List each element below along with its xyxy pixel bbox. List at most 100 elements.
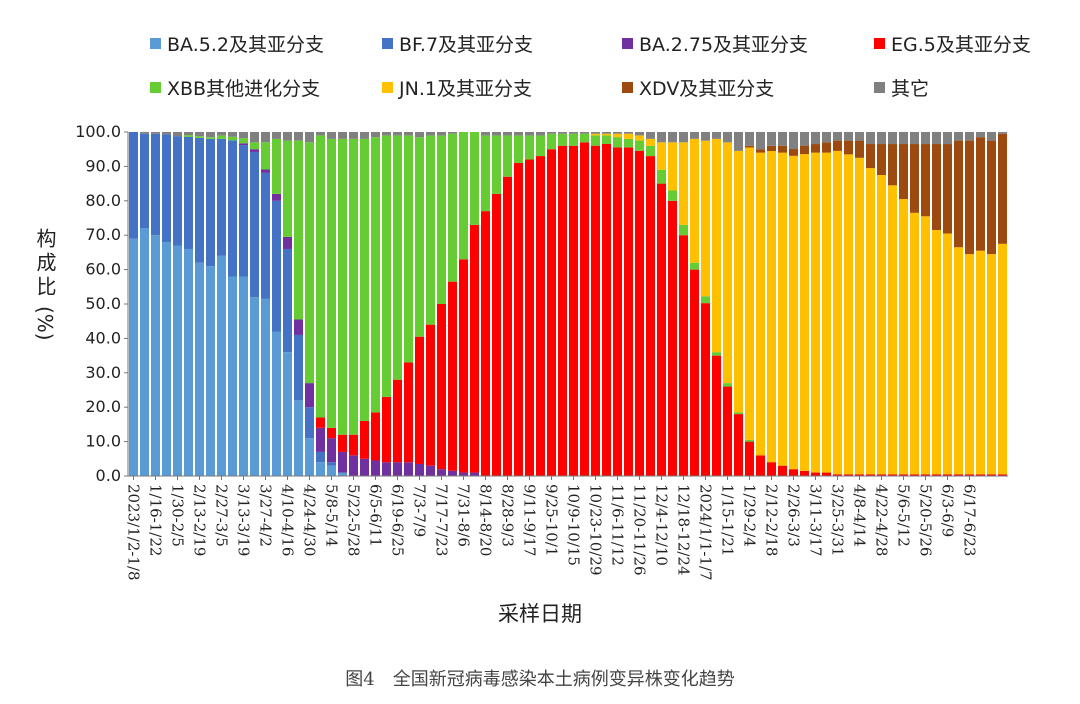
bar-segment xyxy=(524,159,535,476)
bar-segment xyxy=(887,132,898,145)
bar-segment xyxy=(315,462,326,476)
bar-segment xyxy=(942,474,953,476)
x-tick-label: 4/8-4/14 xyxy=(851,484,869,547)
bar-segment xyxy=(359,420,370,459)
bar-segment xyxy=(282,132,293,141)
x-tick-label: 2/26-3/3 xyxy=(785,484,803,547)
bar-segment xyxy=(480,135,491,212)
bar-segment xyxy=(414,137,425,337)
bar-segment xyxy=(667,142,678,191)
bar-segment xyxy=(975,137,986,251)
bar-segment xyxy=(788,132,799,150)
bar-segment xyxy=(502,132,513,136)
bar-segment xyxy=(381,135,392,397)
bar-segment xyxy=(799,154,810,471)
bar-segment xyxy=(216,132,227,136)
bar-segment xyxy=(271,132,282,139)
bar-segment xyxy=(535,156,546,476)
bar-segment xyxy=(271,200,282,332)
bar-segment xyxy=(634,135,645,141)
bar-segment xyxy=(612,133,623,138)
legend-label: 其它 xyxy=(891,78,930,100)
bar-segment xyxy=(689,262,700,270)
bar-segment xyxy=(458,132,469,260)
bar-segment xyxy=(293,319,304,335)
bar-segment xyxy=(887,144,898,186)
bar-segment xyxy=(986,140,997,255)
bar-segment xyxy=(326,465,337,476)
bar-segment xyxy=(414,336,425,464)
x-tick-label: 3/27-4/2 xyxy=(257,484,275,547)
bar-segment xyxy=(359,138,370,421)
bar-segment xyxy=(304,407,315,439)
bar-segment xyxy=(480,132,491,136)
bar-segment xyxy=(227,136,238,141)
bar-segment xyxy=(414,132,425,138)
bar-segment xyxy=(403,132,414,136)
bar-segment xyxy=(678,235,689,476)
x-tick-label: 1/30-2/5 xyxy=(169,484,187,547)
bar-segment xyxy=(205,138,216,267)
y-axis-unit: (%) xyxy=(33,306,57,341)
bar-segment xyxy=(766,151,777,463)
bar-segment xyxy=(249,142,260,150)
bar-segment xyxy=(238,143,249,146)
bar-segment xyxy=(898,144,909,200)
legend-label: BA.5.2及其亚分支 xyxy=(167,34,324,56)
bar-segment xyxy=(348,455,359,476)
bar-segment xyxy=(348,138,359,435)
bar-segment xyxy=(502,135,513,177)
bar-segment xyxy=(326,138,337,428)
bar-segment xyxy=(568,133,579,146)
bar-segment xyxy=(601,132,612,134)
bar-segment xyxy=(623,147,634,476)
bar-segment xyxy=(315,451,326,463)
bar-segment xyxy=(590,135,601,146)
bar-segment xyxy=(909,212,920,475)
bar-segment xyxy=(920,216,931,475)
bar-segment xyxy=(524,135,535,160)
bar-segment xyxy=(205,266,216,476)
bar-segment xyxy=(876,474,887,476)
bar-segment xyxy=(788,149,799,156)
bar-segment xyxy=(381,132,392,136)
bar-segment xyxy=(370,412,381,461)
legend-item: JN.1及其亚分支 xyxy=(382,74,532,101)
bar-segment xyxy=(139,228,150,476)
bar-segment xyxy=(590,132,601,134)
bar-segment xyxy=(392,379,403,463)
x-tick-label: 12/18-12/24 xyxy=(675,484,693,576)
bar-segment xyxy=(700,303,711,476)
bar-segment xyxy=(260,172,271,299)
bar-segment xyxy=(172,245,183,476)
bar-segment xyxy=(931,132,942,145)
bar-segment xyxy=(744,441,755,476)
bar-segment xyxy=(887,185,898,475)
bar-segment xyxy=(249,151,260,298)
bar-segment xyxy=(865,144,876,169)
bar-segment xyxy=(711,352,722,356)
bar-segment xyxy=(645,138,656,146)
bar-segment xyxy=(722,132,733,143)
x-tick-label: 5/20-5/26 xyxy=(917,484,935,556)
legend-swatch xyxy=(874,82,885,93)
bar-segment xyxy=(667,190,678,201)
bar-segment xyxy=(766,132,777,146)
bar-segment xyxy=(645,156,656,476)
bar-segment xyxy=(194,262,205,476)
bar-segment xyxy=(491,135,502,194)
x-tick-label: 9/25-10/1 xyxy=(543,484,561,556)
bar-segment xyxy=(909,144,920,213)
bar-segment xyxy=(722,383,733,387)
bar-segment xyxy=(392,135,403,380)
bar-segment xyxy=(821,152,832,473)
bar-segment xyxy=(601,133,612,136)
legend-label: BF.7及其亚分支 xyxy=(399,34,534,56)
bar-segment xyxy=(381,462,392,476)
x-tick-label: 6/17-6/23 xyxy=(961,484,979,556)
bar-segment xyxy=(568,132,579,134)
bar-segment xyxy=(744,145,755,148)
bar-segment xyxy=(689,138,700,263)
bar-segment xyxy=(513,162,524,476)
bar-segment xyxy=(403,135,414,363)
